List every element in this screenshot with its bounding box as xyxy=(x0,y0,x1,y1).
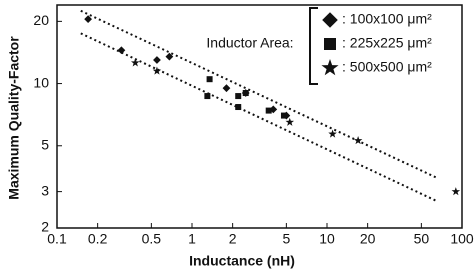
x-tick-label: 5 xyxy=(282,231,290,247)
x-tick-label: 100 xyxy=(450,231,474,247)
legend-marker xyxy=(322,12,338,28)
point xyxy=(242,90,249,97)
point xyxy=(84,15,93,24)
x-tick-label: 0.1 xyxy=(47,231,67,247)
x-tick-label: 20 xyxy=(360,231,376,247)
legend-label: : 225x225 μm² xyxy=(342,35,432,51)
x-tick-label: 50 xyxy=(414,231,430,247)
x-tick-label: 1 xyxy=(188,231,196,247)
point xyxy=(117,46,126,55)
trend-line xyxy=(80,32,438,202)
x-tick-label: 0.5 xyxy=(142,231,162,247)
point xyxy=(152,66,162,75)
point xyxy=(206,76,213,83)
y-axis-label: Maximum Quality-Factor xyxy=(6,36,22,200)
legend-label: : 100x100 μm² xyxy=(342,11,432,27)
point xyxy=(285,117,295,126)
point xyxy=(235,93,242,100)
point xyxy=(204,93,211,100)
x-tick-label: 10 xyxy=(319,231,335,247)
point xyxy=(451,187,461,196)
x-axis-label: Inductance (nH) xyxy=(189,253,295,269)
x-tick-label: 0.2 xyxy=(88,231,108,247)
y-tick-label: 2 xyxy=(41,219,49,235)
annotation: Inductor Area: xyxy=(206,35,293,51)
point xyxy=(130,58,140,67)
point xyxy=(280,112,287,119)
x-tick-label: 2 xyxy=(229,231,237,247)
y-tick-label: 20 xyxy=(33,12,49,28)
legend-marker xyxy=(321,59,339,76)
y-tick-label: 5 xyxy=(41,136,49,152)
legend-bracket xyxy=(309,7,318,85)
trend-line xyxy=(80,9,438,179)
legend-label: : 500x500 μm² xyxy=(342,59,432,75)
plot-frame xyxy=(56,4,463,229)
y-tick-label: 3 xyxy=(41,182,49,198)
point xyxy=(328,129,337,138)
point xyxy=(222,84,231,93)
point xyxy=(353,136,363,145)
point xyxy=(165,52,174,61)
legend-marker xyxy=(324,38,336,50)
y-tick-label: 10 xyxy=(33,74,49,90)
point xyxy=(265,107,272,114)
point xyxy=(153,56,161,64)
point xyxy=(235,104,242,111)
